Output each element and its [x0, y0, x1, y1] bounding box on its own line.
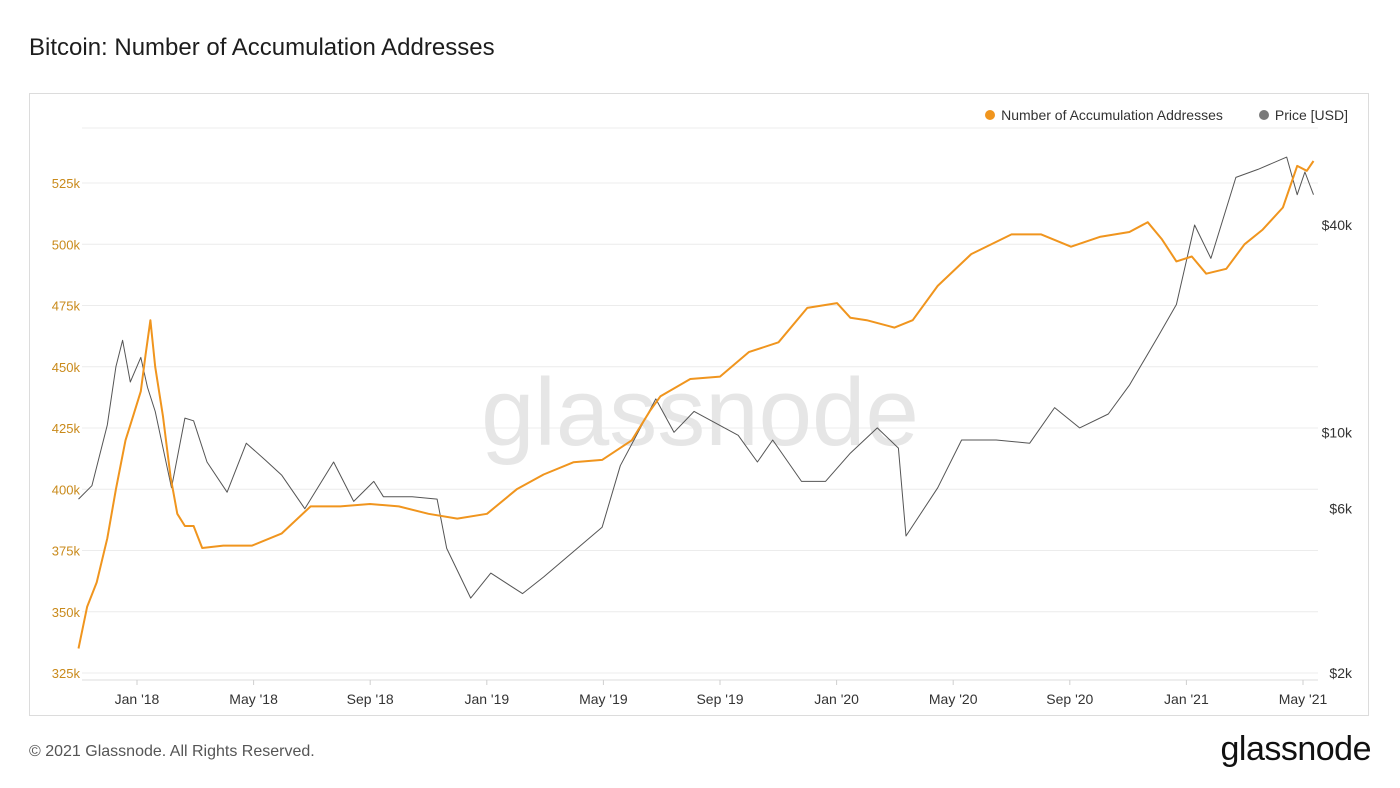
left-tick-label: 350k [52, 605, 81, 620]
chart-grid [82, 127, 1318, 681]
right-tick-label: $2k [1329, 665, 1353, 681]
x-tick-label: May '18 [229, 691, 278, 707]
legend-item-price[interactable]: Price [USD] [1258, 107, 1348, 123]
x-tick-label: Sep '19 [696, 691, 743, 707]
left-tick-label: 475k [52, 299, 81, 314]
left-tick-label: 450k [52, 360, 81, 375]
legend-dot-accumulation [985, 110, 996, 120]
legend: Number of Accumulation Addresses Price [… [985, 107, 1348, 123]
x-tick-label: Sep '18 [347, 691, 394, 707]
page-title: Bitcoin: Number of Accumulation Addresse… [29, 34, 495, 61]
series-lines [77, 156, 1315, 649]
left-tick-label: 400k [52, 482, 81, 497]
copyright-text: © 2021 Glassnode. All Rights Reserved. [29, 743, 315, 760]
left-tick-label: 325k [52, 666, 81, 681]
x-tick-label: Sep '20 [1046, 691, 1093, 707]
legend-item-accumulation[interactable]: Number of Accumulation Addresses [985, 107, 1223, 123]
accumulation-line [77, 160, 1315, 649]
x-tick-label: May '20 [929, 691, 978, 707]
right-tick-label: $10k [1322, 424, 1353, 440]
x-tick-label: Jan '20 [814, 691, 859, 707]
left-tick-label: 525k [52, 176, 81, 191]
price-line [78, 156, 1314, 599]
x-tick-label: Jan '21 [1164, 691, 1209, 707]
watermark-text: glassnode [481, 359, 919, 466]
right-axis-ticks: $2k $6k $10k $40k [1322, 217, 1353, 681]
right-tick-label: $6k [1329, 501, 1353, 517]
right-tick-label: $40k [1322, 217, 1353, 233]
left-tick-label: 500k [52, 237, 81, 252]
legend-label-price: Price [USD] [1274, 107, 1348, 123]
left-tick-label: 425k [52, 421, 81, 436]
x-tick-label: Jan '18 [115, 691, 160, 707]
left-axis-ticks: 325k 350k 375k 400k 425k 450k 475k 500k 525k [52, 176, 81, 681]
x-axis-ticks: Jan '18 May '18 Sep '18 Jan '19 May '19 Sep '… [115, 680, 1328, 707]
x-tick-label: Jan '19 [464, 691, 509, 707]
x-tick-label: May '21 [1279, 691, 1328, 707]
glassnode-logo: glassnode [1220, 730, 1371, 768]
legend-dot-price [1258, 110, 1269, 120]
left-tick-label: 375k [52, 544, 81, 559]
legend-label-accumulation: Number of Accumulation Addresses [1001, 107, 1223, 123]
x-tick-label: May '19 [579, 691, 628, 707]
